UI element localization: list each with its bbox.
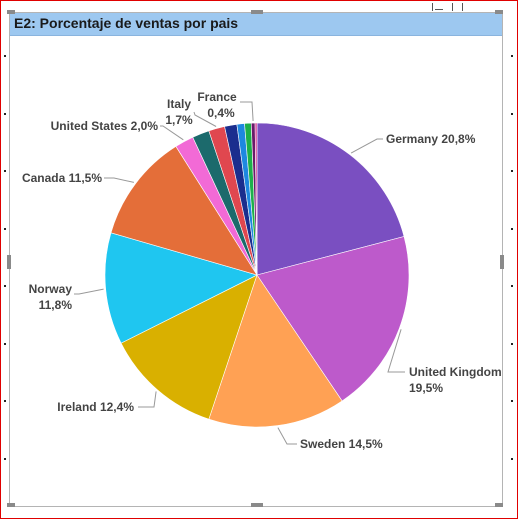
- data-label-germany: Germany 20,8%: [386, 132, 476, 146]
- leader-line-canada: [104, 177, 135, 183]
- pie-slice-unlabeled-13[interactable]: [254, 122, 258, 276]
- edge-dot: [511, 113, 513, 115]
- data-label-norway: Norway: [29, 282, 73, 296]
- resize-handle-bottom[interactable]: [251, 503, 263, 507]
- pie-slice-united-kingdom[interactable]: [256, 236, 410, 402]
- toolbar-mark: [435, 9, 443, 10]
- data-label-italy: Italy: [167, 97, 191, 111]
- data-label-france-value: 0,4%: [207, 106, 235, 120]
- edge-dot: [511, 458, 513, 460]
- edge-dot: [4, 285, 6, 287]
- data-label-canada: Canada 11,5%: [22, 171, 102, 185]
- data-label-italy-value: 1,7%: [165, 113, 193, 127]
- edge-dot: [511, 285, 513, 287]
- edge-dot: [4, 170, 6, 172]
- edge-dot: [4, 228, 6, 230]
- resize-handle-top-right[interactable]: [495, 10, 503, 14]
- resize-handle-bottom-right[interactable]: [495, 503, 503, 507]
- resize-handle-top[interactable]: [251, 10, 263, 14]
- leader-line-sweden: [277, 427, 297, 445]
- data-label-sweden: Sweden 14,5%: [300, 437, 383, 451]
- edge-dot: [511, 228, 513, 230]
- leader-line-ireland: [138, 391, 157, 408]
- visual-title: E2: Porcentaje de ventas por pais: [14, 15, 239, 31]
- leader-line-germany: [350, 138, 383, 154]
- pie-slice-sweden[interactable]: [208, 274, 343, 428]
- edge-dot: [4, 55, 6, 57]
- toolbar-mark: [432, 3, 433, 11]
- pie-slice-germany[interactable]: [256, 122, 405, 276]
- edge-dot: [4, 113, 6, 115]
- edge-dot: [511, 400, 513, 402]
- resize-handle-top-left[interactable]: [7, 10, 15, 14]
- toolbar-mark: [452, 3, 453, 11]
- data-label-united-kingdom: United Kingdom: [409, 365, 502, 379]
- toolbar-mark: [462, 3, 463, 11]
- leader-line-united-kingdom: [387, 329, 405, 373]
- resize-handle-right[interactable]: [500, 255, 504, 269]
- leader-line-italy: [193, 111, 217, 127]
- edge-dot: [4, 400, 6, 402]
- edge-dot: [4, 343, 6, 345]
- pie-slice-norway[interactable]: [104, 232, 258, 344]
- data-label-united-states: United States 2,0%: [51, 119, 159, 133]
- pie-slice-ireland[interactable]: [120, 274, 258, 420]
- data-label-united-kingdom-value: 19,5%: [409, 381, 443, 395]
- data-label-norway-value: 11,8%: [39, 298, 73, 312]
- leader-line-united-states: [160, 125, 184, 141]
- data-label-france: France: [197, 90, 237, 104]
- visual-title-bar[interactable]: E2: Porcentaje de ventas por pais: [10, 13, 502, 36]
- leader-line-norway: [74, 288, 104, 295]
- edge-dot: [511, 170, 513, 172]
- pie-slice-canada[interactable]: [110, 146, 258, 276]
- edge-dot: [511, 55, 513, 57]
- resize-handle-left[interactable]: [7, 255, 11, 269]
- resize-handle-bottom-left[interactable]: [7, 503, 15, 507]
- data-label-ireland: Ireland 12,4%: [57, 400, 134, 414]
- edge-dot: [511, 343, 513, 345]
- leader-line-france: [240, 101, 254, 122]
- edge-dot: [4, 458, 6, 460]
